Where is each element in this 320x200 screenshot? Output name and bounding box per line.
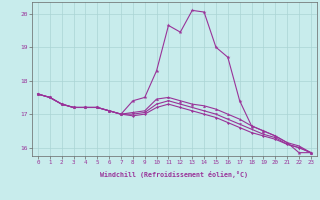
X-axis label: Windchill (Refroidissement éolien,°C): Windchill (Refroidissement éolien,°C) xyxy=(100,171,248,178)
